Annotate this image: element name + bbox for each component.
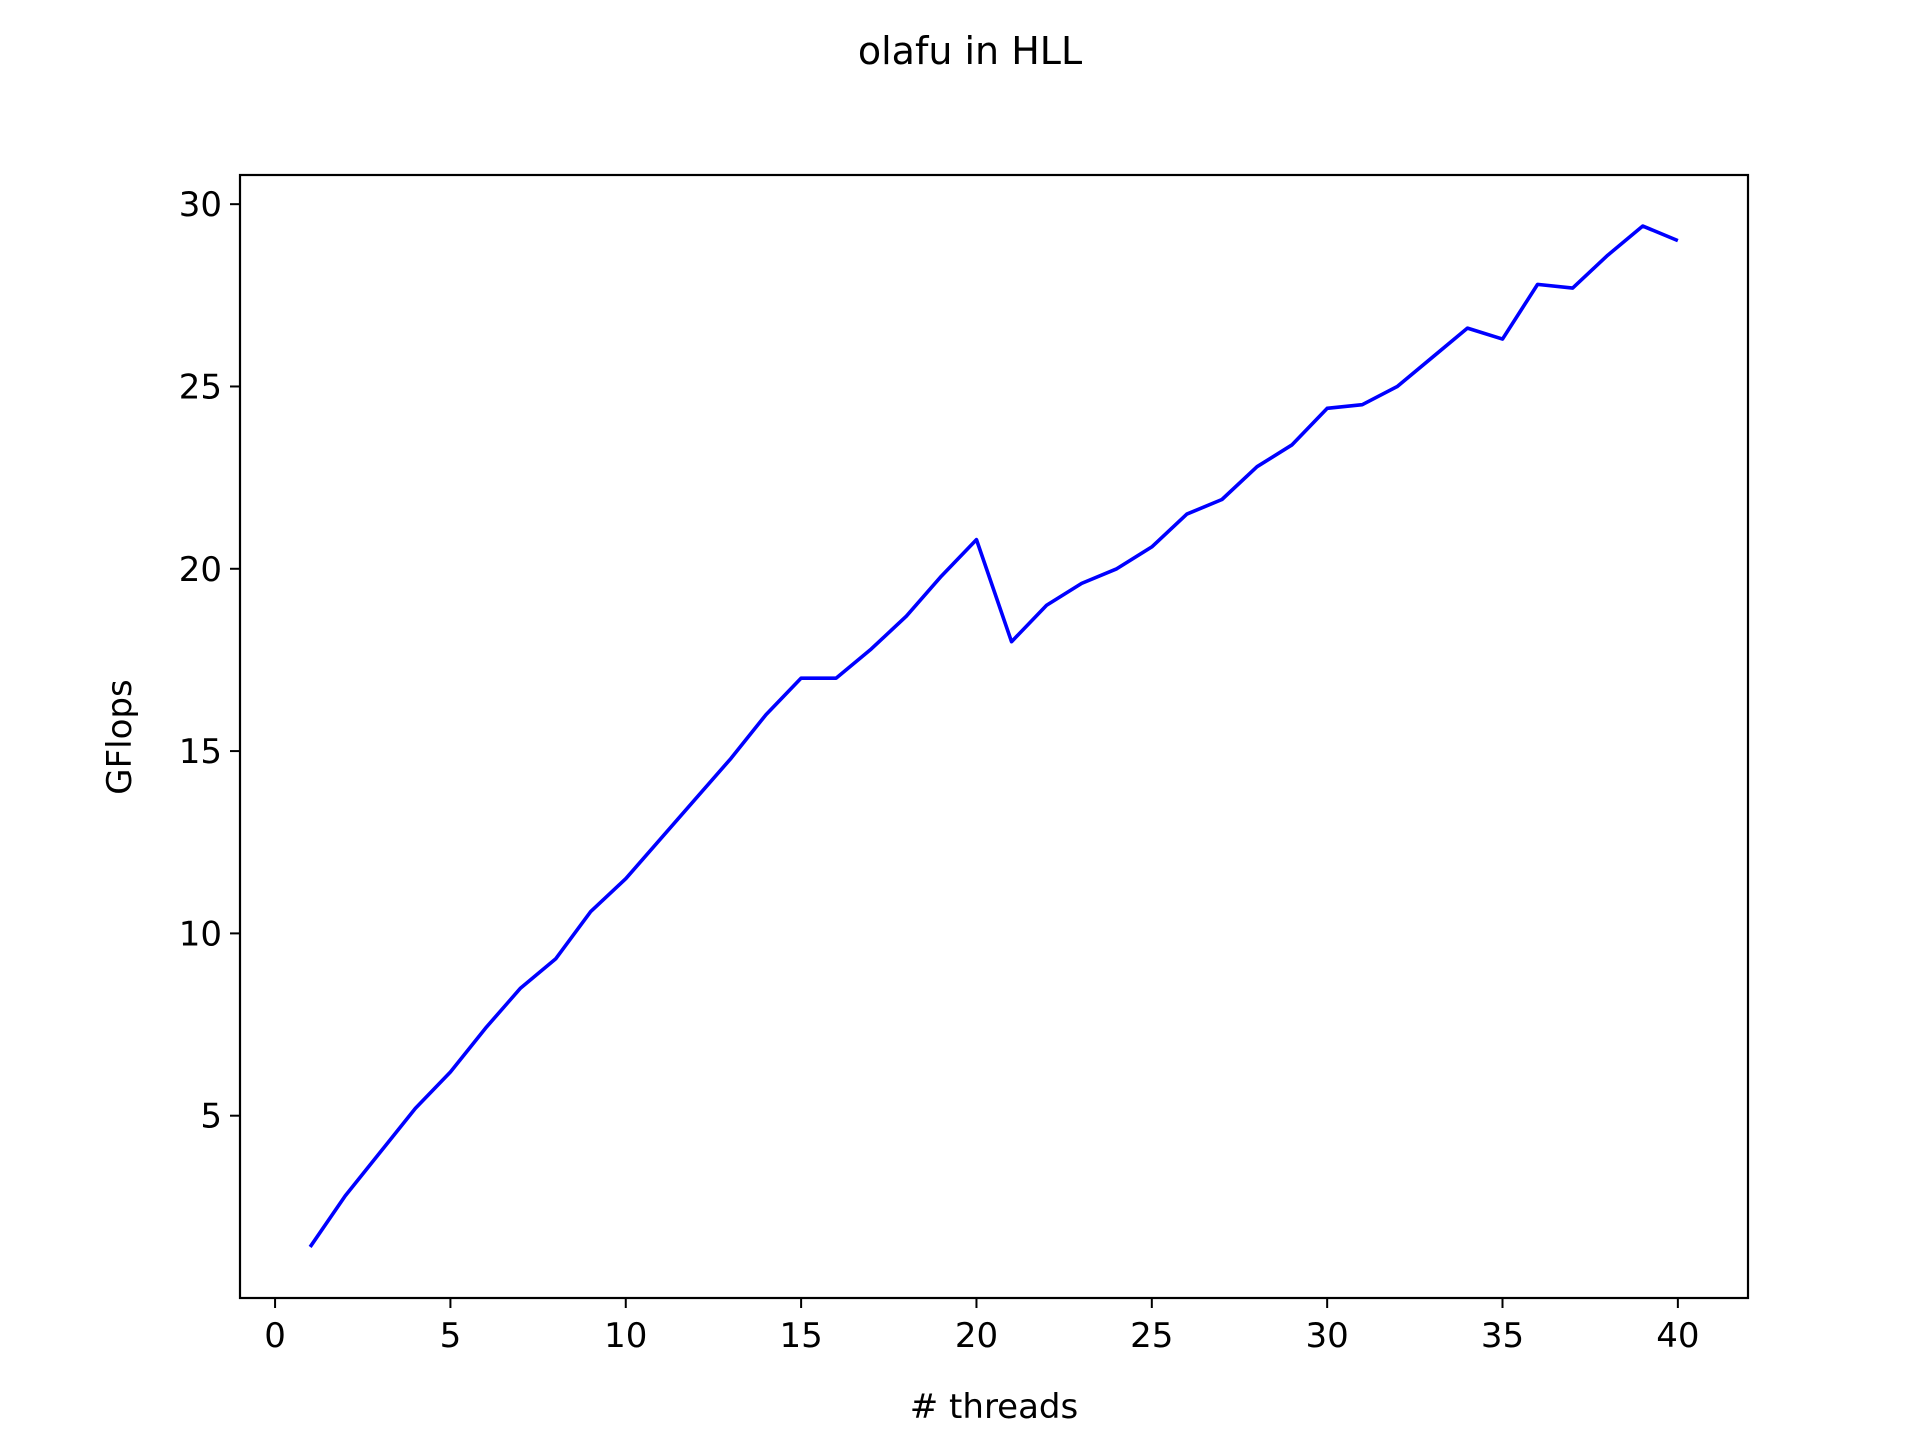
x-tick-label: 30 — [1306, 1316, 1349, 1356]
x-tick-label: 15 — [779, 1316, 822, 1356]
plot-frame — [238, 173, 1750, 1300]
x-tick-label: 20 — [955, 1316, 998, 1356]
x-tick-label: 25 — [1130, 1316, 1173, 1356]
y-tick-label: 10 — [179, 914, 222, 954]
x-tick-label: 40 — [1656, 1316, 1699, 1356]
series-line-0 — [308, 224, 1679, 1248]
y-tick-label: 15 — [179, 732, 222, 772]
x-axis-label: # threads — [910, 1387, 1078, 1427]
chart-title: olafu in HLL — [858, 29, 1082, 73]
x-tick-label: 35 — [1481, 1316, 1524, 1356]
y-axis-label: GFlops — [100, 679, 140, 794]
x-tick-label: 0 — [264, 1316, 286, 1356]
y-tick-label: 25 — [179, 367, 222, 407]
x-tick-label: 5 — [440, 1316, 462, 1356]
x-tick-label: 10 — [604, 1316, 647, 1356]
y-tick-label: 5 — [200, 1097, 222, 1137]
y-tick-label: 20 — [179, 550, 222, 590]
y-tick-label: 30 — [179, 185, 222, 225]
